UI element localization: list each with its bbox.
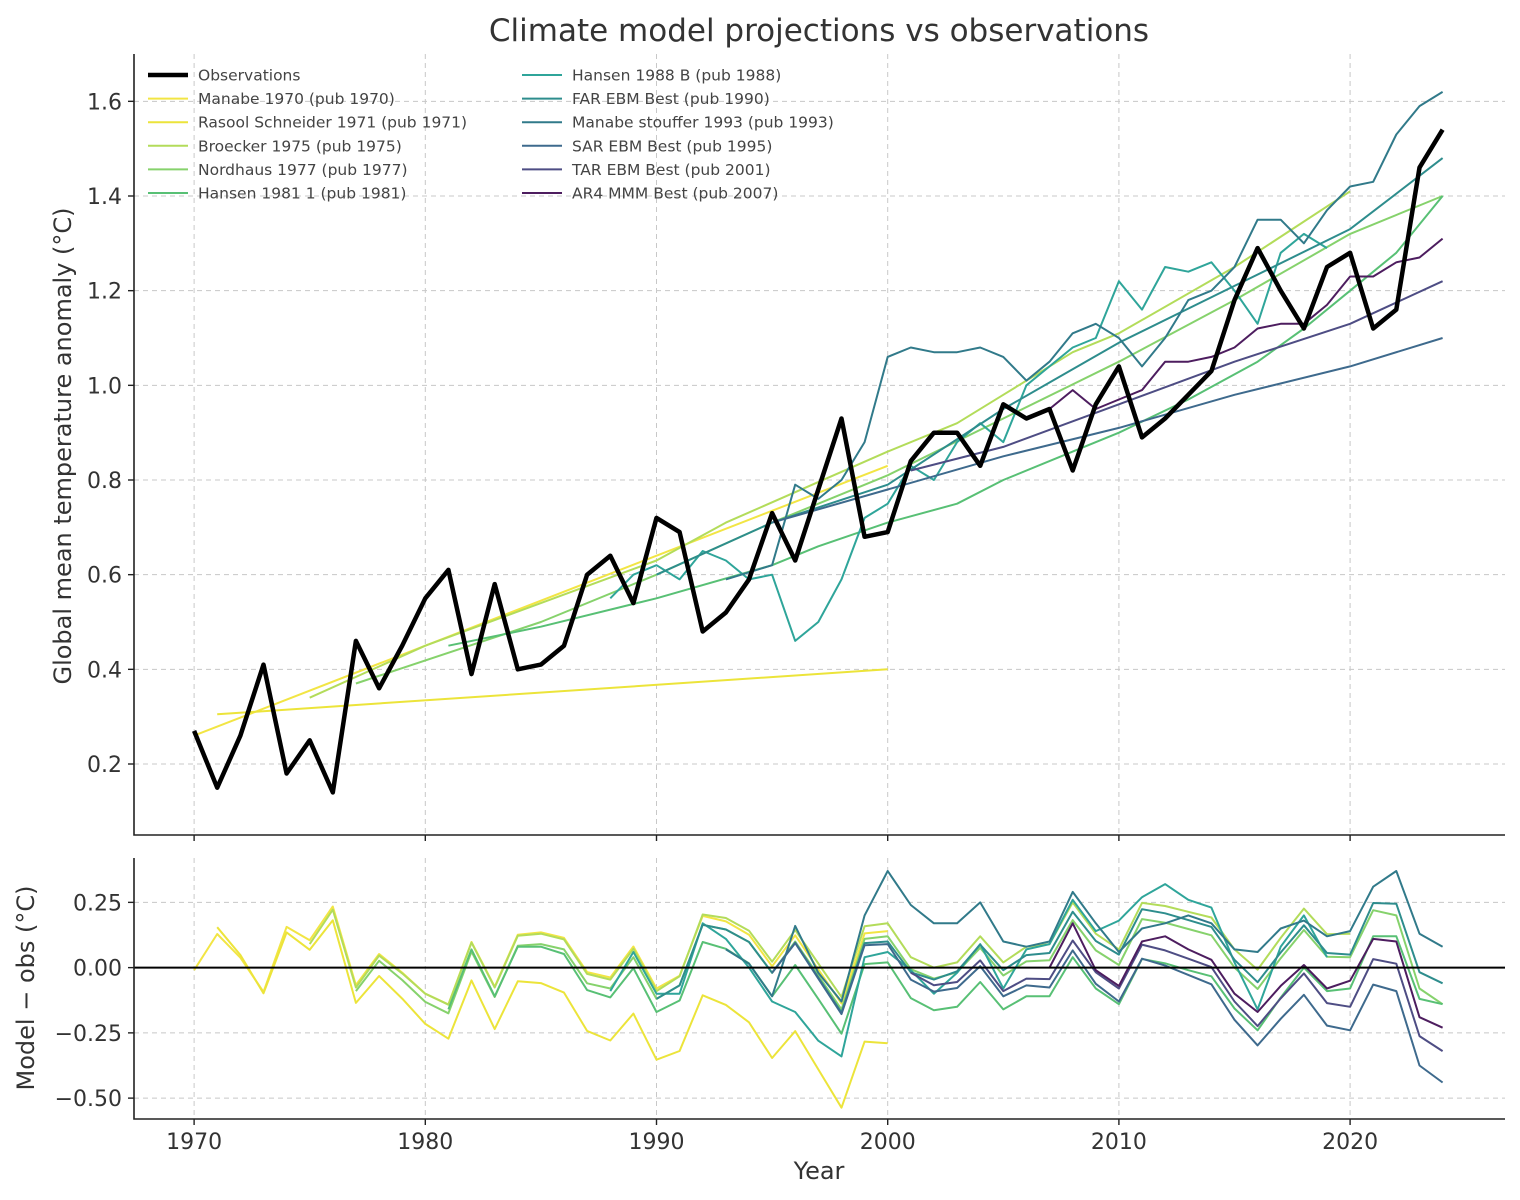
y-tick-label: 1.6 (87, 90, 122, 115)
y-tick-label: 0.00 (73, 957, 122, 982)
top-axes-spine (133, 54, 1505, 836)
x-tick-label: 2020 (1322, 1130, 1378, 1155)
series-line-observations (192, 128, 1445, 795)
x-tick-label: 2010 (1091, 1130, 1147, 1155)
legend-label: FAR EBM Best (pub 1990) (572, 90, 770, 108)
y-axis-label-main: Global mean temperature anomaly (°C) (49, 207, 77, 684)
legend-label: AR4 MMM Best (pub 2007) (572, 185, 778, 203)
legend-label: Broecker 1975 (pub 1975) (198, 137, 402, 155)
x-axis-label: Year (793, 1157, 845, 1185)
residual-line-ar4-mmm-best-pub-2007 (1048, 922, 1444, 1029)
series-line-rasool-schneider-1971-pub-1971 (217, 668, 888, 716)
y-tick-label: 0.2 (87, 753, 122, 778)
legend-label: Observations (198, 67, 300, 85)
y-tick-label: 0.25 (73, 891, 122, 916)
series-line-hansen-1981-1-pub-1981 (448, 195, 1444, 647)
residual-line-rasool-schneider-1971-pub-1971 (216, 919, 888, 1109)
chart-title: Climate model projections vs observation… (489, 13, 1149, 49)
legend-label: SAR EBM Best (pub 1995) (572, 137, 772, 155)
x-tick-label: 1970 (166, 1130, 222, 1155)
y-tick-label: 1.0 (87, 374, 122, 399)
legend-label: Manabe 1970 (pub 1970) (198, 90, 395, 108)
residual-line-manabe-stouffer-1993-pub-1993 (725, 870, 1444, 1003)
y-tick-label: 0.6 (87, 564, 122, 589)
y-tick-label: −0.25 (55, 1022, 122, 1047)
y-tick-label: 1.2 (87, 280, 122, 305)
legend-label: Manabe stouffer 1993 (pub 1993) (572, 114, 834, 132)
y-tick-label: 0.4 (87, 658, 122, 683)
residual-line-nordhaus-1977-pub-1977 (355, 909, 1444, 1015)
series-line-sar-ebm-best-pub-1995 (771, 337, 1443, 524)
series-line-manabe-1970-pub-1970 (193, 464, 889, 737)
residual-line-sar-ebm-best-pub-1995 (771, 942, 1444, 1084)
legend: Observations Manabe 1970 (pub 1970) Rasool… (148, 67, 834, 203)
residual-line-broecker-1975-pub-1975 (308, 901, 1351, 1006)
x-tick-label: 1990 (629, 1130, 685, 1155)
legend-label: Rasool Schneider 1971 (pub 1971) (198, 114, 467, 132)
y-axis-label-residual: Model − obs (°C) (12, 886, 40, 1091)
residual-line-tar-ebm-best-pub-2001 (910, 939, 1444, 1052)
y-tick-label: 0.8 (87, 469, 122, 494)
x-tick-label: 2000 (860, 1130, 916, 1155)
y-tick-label: −0.50 (55, 1087, 122, 1112)
legend-label: Hansen 1988 B (pub 1988) (572, 67, 781, 85)
series-line-broecker-1975-pub-1975 (309, 190, 1351, 699)
y-tick-label: 1.4 (87, 185, 122, 210)
series-line-manabe-stouffer-1993-pub-1993 (725, 91, 1444, 581)
bottom-axes-spine (133, 858, 1505, 1120)
legend-label: Nordhaus 1977 (pub 1977) (198, 161, 408, 179)
series-line-ar4-mmm-best-pub-2007 (1048, 237, 1444, 410)
legend-label: Hansen 1981 1 (pub 1981) (198, 185, 406, 203)
x-tick-label: 1980 (397, 1130, 453, 1155)
residual-line-manabe-1970-pub-1970 (193, 905, 888, 1006)
legend-label: TAR EBM Best (pub 2001) (571, 161, 771, 179)
